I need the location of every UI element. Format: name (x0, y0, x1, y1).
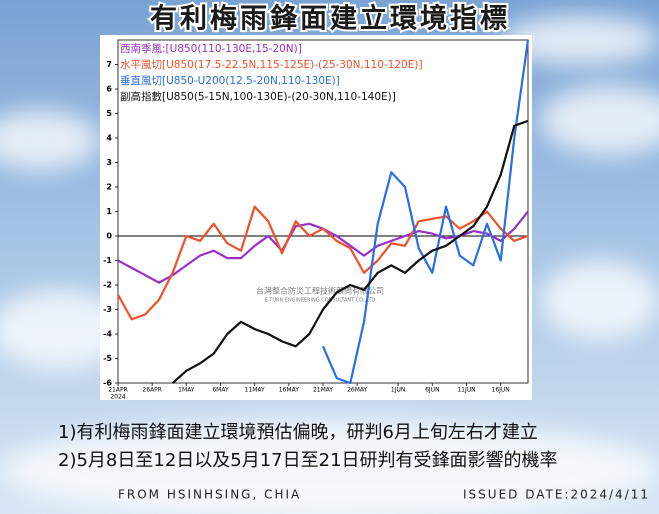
x-tick-label: 1JUN (391, 387, 405, 394)
watermark: E-TURN ENGINEERING CONSULTANT CO.,LTD (265, 298, 376, 304)
y-tick-label: 0 (106, 232, 112, 241)
legend-entry: 水平風切[U850(17.5-22.5N,115-125E)-(25-30N,1… (120, 59, 423, 71)
x-tick-label: 26APR (142, 387, 162, 394)
series-line (321, 39, 530, 385)
y-tick-label: -3 (103, 305, 112, 314)
x-tick-label: 6MAY (212, 387, 229, 394)
series-line (171, 119, 529, 384)
y-tick-label: 7 (106, 60, 112, 69)
x-tick-label: 16MAY (279, 387, 299, 394)
watermark: 台灣整合防災工程技術顧問有限公司 (256, 286, 384, 296)
y-tick-label: -2 (103, 281, 112, 290)
x-tick-label: 11JUN (457, 387, 475, 394)
y-tick-label: -5 (103, 354, 112, 363)
chart-panel (100, 35, 532, 400)
source: FROM HSINHSING, CHIA (118, 488, 301, 502)
title: 有利梅雨鋒面建立環境指標 (150, 3, 510, 35)
note: 2)5月8日至12日以及5月17日至21日研判有受鋒面影響的機率 (58, 450, 558, 471)
x-tick-label: 16JUN (492, 387, 510, 394)
x-tick-label: 6JUN (425, 387, 439, 394)
legend-entry: 垂直風切[U850-U200(12.5-20N,110-130E)] (120, 74, 340, 87)
x-tick-label: 21MAY (313, 387, 333, 394)
y-tick-label: 1 (106, 207, 112, 216)
note: 1)有利梅雨鋒面建立環境預估偏晚，研判6月上旬左右才建立 (58, 422, 538, 443)
y-tick-label: -1 (103, 256, 112, 265)
x-tick-label: 11MAY (245, 387, 265, 394)
series-line (117, 205, 529, 321)
issued-date: ISSUED DATE:2024/4/11 (463, 488, 650, 502)
y-tick-label: 5 (106, 109, 112, 118)
y-tick-label: 6 (106, 85, 112, 94)
y-tick-label: 4 (106, 134, 112, 143)
legend-entry: 西南季風:[U850(110-130E,15-20N)] (120, 42, 302, 55)
y-tick-label: 3 (106, 158, 112, 167)
clouds (0, 15, 659, 514)
y-tick-label: -6 (103, 379, 112, 388)
legend-entry: 副高指數[U850(5-15N,100-130E)-(20-30N,110-14… (120, 90, 396, 103)
x-tick-label: 21APR (108, 387, 128, 394)
y-tick-label: -4 (103, 330, 112, 339)
x-tick-label: 1MAY (178, 387, 195, 394)
y-tick-label: 2 (106, 183, 112, 192)
x-tick-label: 26MAY (347, 387, 367, 394)
x-year-label: 2024 (110, 394, 125, 401)
